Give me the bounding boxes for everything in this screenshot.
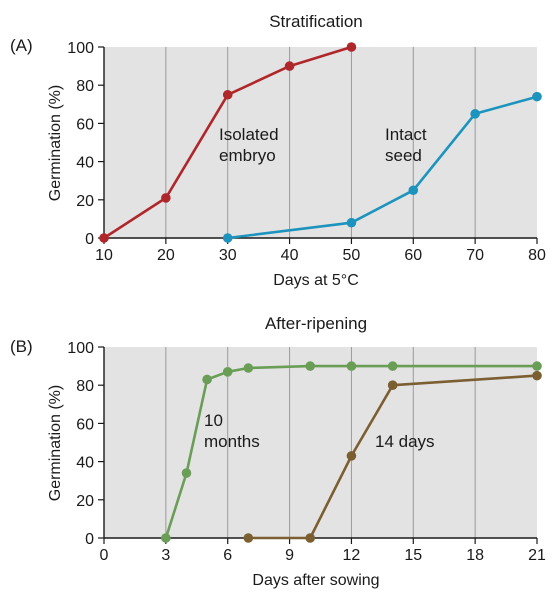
x-tick-label: 80 (528, 247, 546, 264)
y-tick-label: 60 (76, 416, 94, 433)
data-point-14-days (346, 451, 357, 461)
x-tick-label: 15 (404, 547, 422, 564)
data-point-10-months (202, 374, 212, 385)
data-point-10-months (387, 361, 398, 371)
y-tick-label: 0 (85, 231, 94, 248)
x-tick-label: 70 (466, 247, 484, 264)
panel-stratification: 10 20 30 40 50 60 70 80 0 20 40 60 80 100 (A) Stratif… (10, 12, 546, 289)
data-point-14-days (532, 370, 542, 381)
annotation-isolated-embryo-line1: Isolated (219, 125, 279, 144)
y-tick-label: 80 (76, 378, 94, 395)
y-axis-label: Germination (%) (47, 385, 64, 501)
plot-layer: 0 3 6 9 12 15 18 21 0 20 40 60 80 100 (67, 340, 546, 564)
annotation-isolated-embryo-line2: embryo (219, 146, 276, 165)
data-point-10-months (222, 367, 233, 377)
y-tick-label: 20 (76, 493, 94, 510)
data-point-10-months (346, 361, 357, 371)
x-tick-label: 21 (528, 547, 546, 564)
x-tick-label: 18 (466, 547, 484, 564)
data-point-14-days (305, 533, 315, 543)
data-point-10-months (532, 361, 542, 371)
panel-after-ripening: 0 3 6 9 12 15 18 21 0 20 40 60 80 100 (B) After-ripen… (10, 314, 546, 589)
annotation-14-days: 14 days (375, 432, 435, 451)
data-point-intact-seed (222, 233, 233, 243)
x-tick-label: 9 (285, 547, 294, 564)
y-tick-label: 80 (76, 78, 94, 95)
data-point-intact-seed (346, 217, 357, 228)
x-axis-label: Days at 5°C (273, 272, 359, 289)
y-tick-label: 60 (76, 116, 94, 133)
plot-background (104, 47, 537, 238)
plot-background (104, 347, 537, 538)
panel-label: (B) (10, 337, 33, 356)
panel-label: (A) (10, 36, 33, 55)
data-point-isolated-embryo (346, 42, 357, 52)
annotation-intact-seed-line1: Intact (385, 125, 427, 144)
annotation-10-months-line1: 10 (204, 411, 223, 430)
data-point-10-months (161, 533, 171, 543)
annotation-intact-seed-line2: seed (385, 146, 422, 165)
x-tick-label: 12 (343, 547, 361, 564)
x-tick-label: 40 (281, 247, 299, 264)
data-point-10-months (181, 468, 192, 478)
x-tick-label: 50 (343, 247, 361, 264)
data-point-10-months (305, 361, 315, 371)
data-point-isolated-embryo (99, 233, 109, 243)
data-point-10-months (243, 363, 254, 373)
x-tick-label: 60 (404, 247, 422, 264)
x-tick-label: 10 (95, 247, 113, 264)
data-point-14-days (387, 380, 398, 391)
data-point-intact-seed (470, 109, 480, 119)
data-point-isolated-embryo (161, 193, 171, 203)
x-tick-label: 30 (219, 247, 237, 264)
x-axis-label: Days after sowing (252, 572, 379, 589)
y-axis-label: Germination (%) (47, 85, 64, 201)
y-tick-label: 0 (85, 531, 94, 548)
x-tick-label: 20 (157, 247, 175, 264)
data-point-14-days (243, 533, 254, 543)
data-point-isolated-embryo (222, 89, 233, 100)
plot-layer: 10 20 30 40 50 60 70 80 0 20 40 60 80 100 (67, 40, 546, 264)
annotation-10-months-line2: months (204, 432, 260, 451)
chart-title: Stratification (269, 12, 363, 31)
data-point-intact-seed (532, 91, 542, 102)
y-tick-label: 40 (76, 455, 94, 472)
y-tick-label: 40 (76, 155, 94, 172)
chart-title: After-ripening (265, 314, 367, 333)
data-point-intact-seed (408, 185, 419, 196)
x-tick-label: 6 (223, 547, 232, 564)
y-tick-label: 100 (67, 40, 94, 57)
data-point-isolated-embryo (284, 61, 295, 71)
x-tick-label: 0 (100, 547, 109, 564)
y-tick-label: 20 (76, 193, 94, 210)
x-tick-label: 3 (161, 547, 170, 564)
y-tick-label: 100 (67, 340, 94, 357)
